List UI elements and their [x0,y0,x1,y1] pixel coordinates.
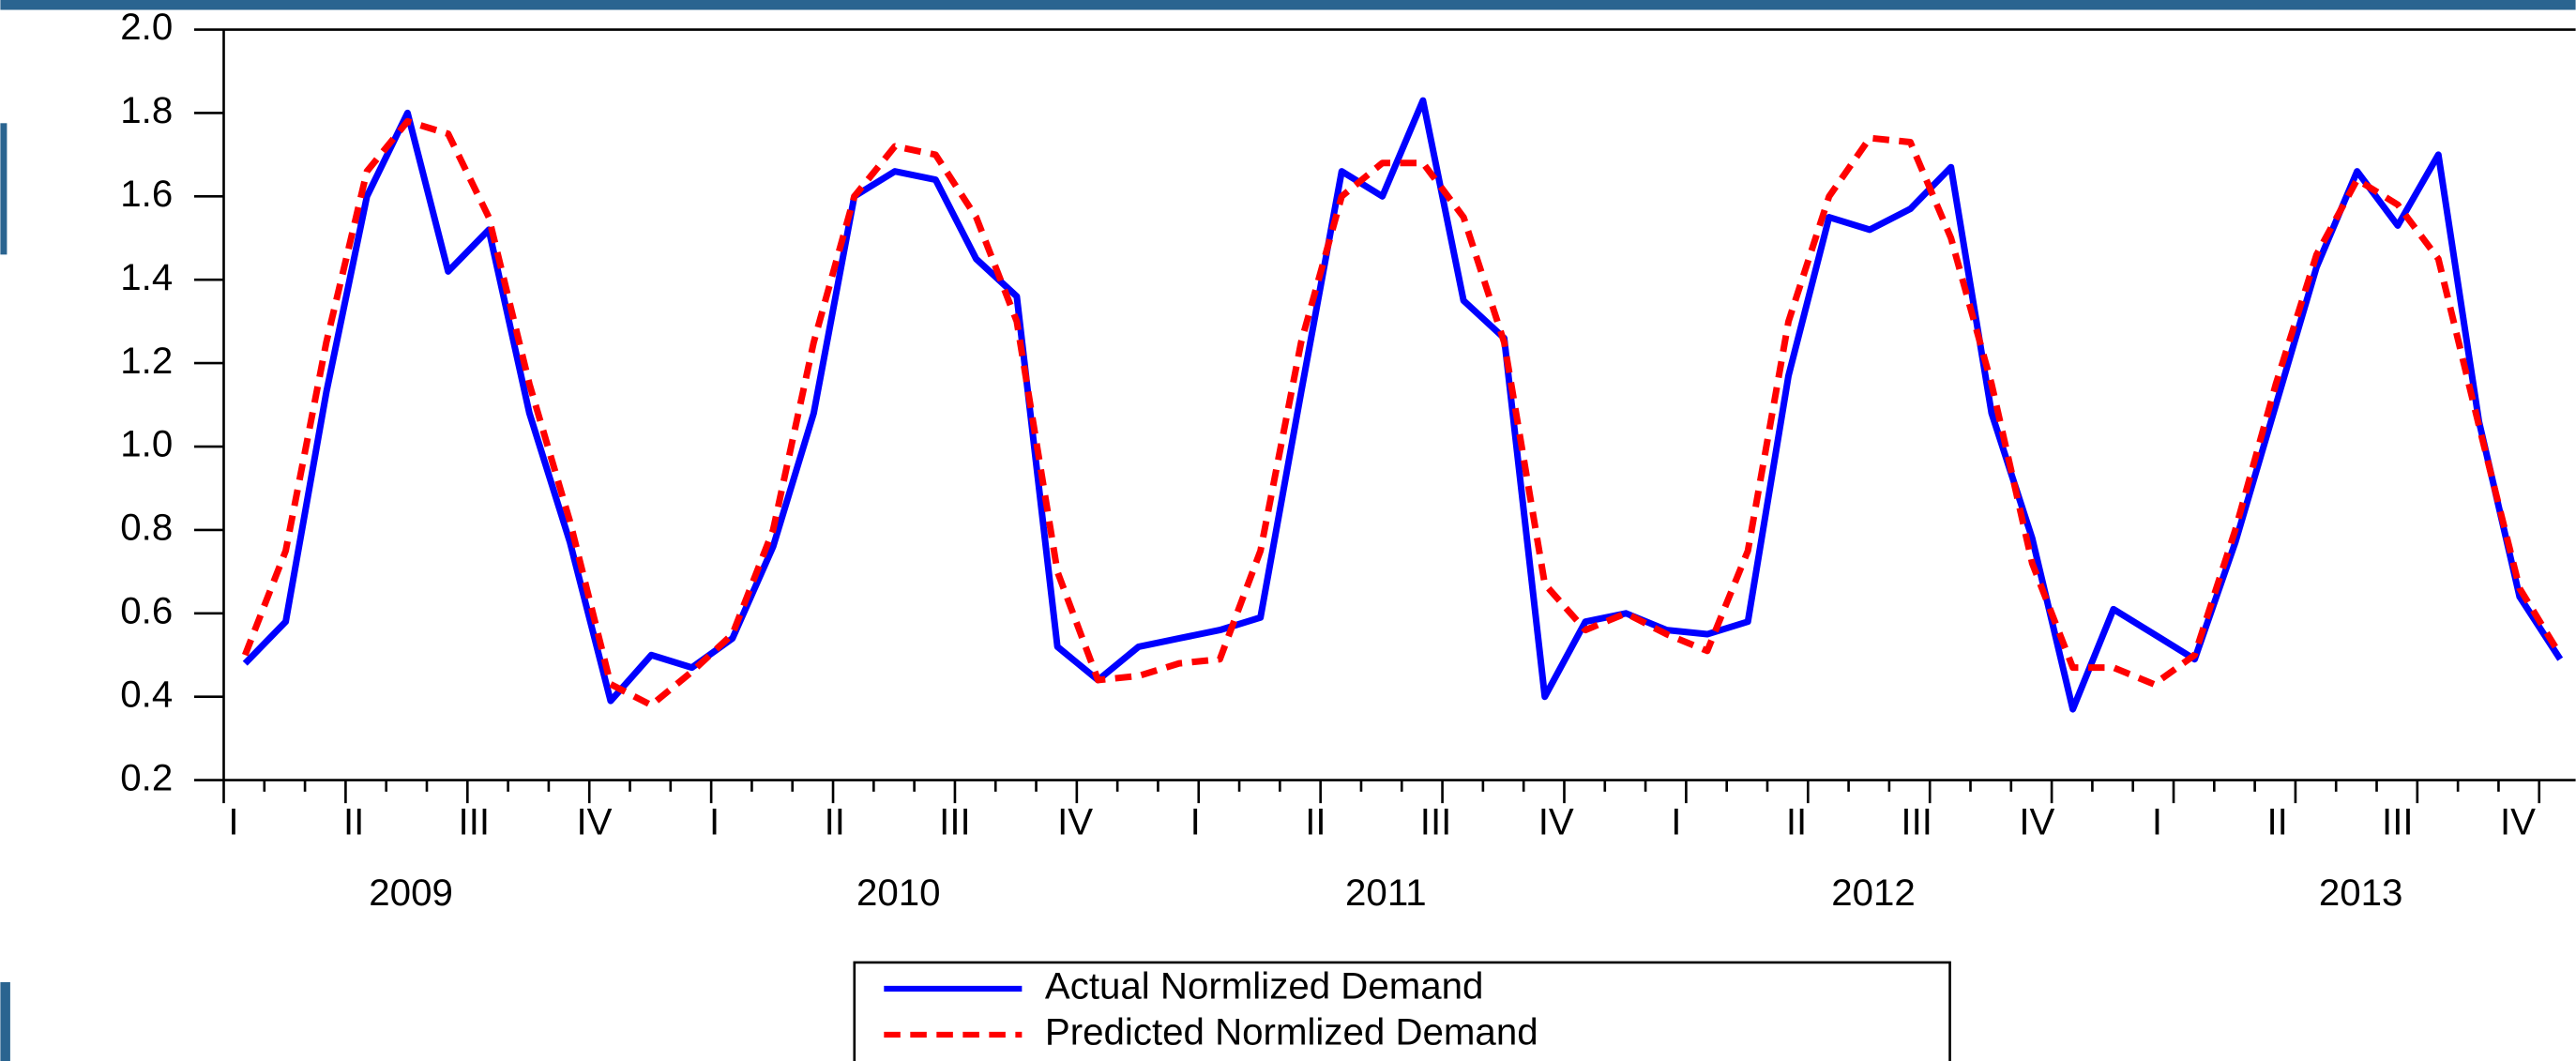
x-tick-label: I [228,801,238,843]
x-tick-label: IV [2019,801,2054,843]
x-tick-label: I [2152,801,2162,843]
y-tick-label: 0.2 [120,756,173,798]
y-tick-label: 0.4 [120,673,173,715]
series-line [242,97,2564,713]
x-tick-label: II [2266,801,2287,843]
legend-box [853,961,1951,1061]
x-tick-label: III [2382,801,2414,843]
y-tick-label: 0.8 [120,507,173,549]
x-tick-label: IV [1057,801,1093,843]
x-tick-label: I [1190,801,1201,843]
x-tick-label: II [1786,801,1807,843]
x-tick-label: IV [576,801,612,843]
year-label: 2011 [1345,872,1427,914]
y-tick-label: 0.6 [120,589,173,631]
year-label: 2013 [2319,872,2403,914]
year-label: 2012 [1831,872,1916,914]
legend-label: Actual Normlized Demand [1045,965,1484,1008]
x-tick-label: IV [1538,801,1574,843]
y-tick-label: 2.0 [120,6,173,48]
window-top-bar [0,0,2576,10]
y-tick-label: 1.6 [120,173,173,215]
x-tick-label: III [459,801,491,843]
x-tick-label: IV [2500,801,2536,843]
window-edge [0,123,8,255]
y-tick-label: 1.4 [120,256,173,298]
y-tick-label: 1.0 [120,423,173,465]
window-edge [0,981,10,1061]
year-label: 2009 [369,872,453,914]
x-tick-label: I [709,801,720,843]
x-tick-label: III [1420,801,1452,843]
x-tick-label: II [343,801,364,843]
legend-label: Predicted Normlized Demand [1045,1011,1538,1053]
y-tick-label: 1.2 [120,340,173,382]
series-line [241,117,2564,709]
year-label: 2010 [856,872,941,914]
x-tick-label: III [939,801,971,843]
x-tick-label: II [825,801,845,843]
y-tick-label: 1.8 [120,89,173,131]
x-tick-label: II [1305,801,1326,843]
x-tick-label: I [1671,801,1681,843]
x-tick-label: III [1901,801,1932,843]
